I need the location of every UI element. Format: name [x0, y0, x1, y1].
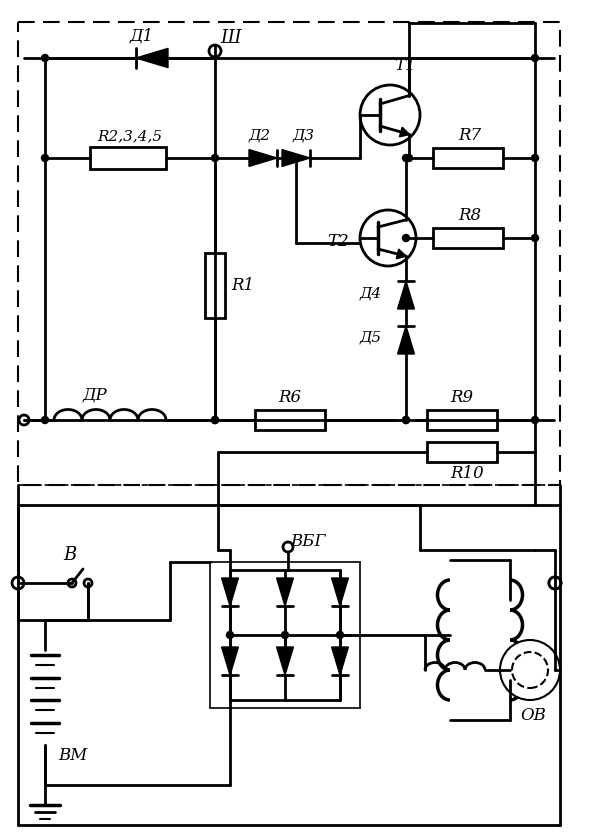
Bar	[427, 410, 497, 430]
Polygon shape	[331, 647, 349, 675]
Bar	[255, 410, 325, 430]
Circle shape	[42, 417, 49, 423]
Polygon shape	[249, 149, 277, 166]
Circle shape	[403, 417, 409, 423]
Polygon shape	[222, 647, 238, 675]
Text: R1: R1	[232, 276, 255, 293]
Circle shape	[532, 54, 539, 62]
Text: Д5: Д5	[360, 331, 382, 345]
Bar	[90, 147, 166, 169]
Bar	[427, 442, 497, 462]
Bar	[433, 148, 503, 168]
Circle shape	[500, 640, 560, 700]
Circle shape	[68, 579, 76, 587]
Circle shape	[532, 235, 539, 241]
Text: ВБГ: ВБГ	[290, 534, 326, 550]
Text: Д3: Д3	[293, 129, 315, 143]
Bar	[433, 228, 503, 248]
Text: R2,3,4,5: R2,3,4,5	[97, 129, 163, 143]
Circle shape	[283, 542, 293, 552]
Circle shape	[532, 417, 539, 423]
Text: Д2: Д2	[249, 129, 271, 143]
Polygon shape	[397, 281, 415, 309]
Text: ВМ: ВМ	[58, 746, 88, 763]
Polygon shape	[400, 127, 409, 137]
Text: R7: R7	[459, 128, 482, 144]
Circle shape	[209, 45, 221, 57]
Circle shape	[19, 415, 29, 425]
Bar	[205, 252, 225, 317]
Polygon shape	[396, 249, 406, 259]
Polygon shape	[222, 578, 238, 606]
Polygon shape	[397, 326, 415, 354]
Circle shape	[42, 54, 49, 62]
Circle shape	[512, 652, 548, 688]
Circle shape	[42, 154, 49, 161]
Circle shape	[12, 577, 24, 589]
Text: В: В	[64, 546, 77, 564]
Text: ОВ: ОВ	[520, 706, 546, 723]
Circle shape	[211, 154, 219, 161]
Circle shape	[282, 631, 289, 639]
Text: ДР: ДР	[83, 387, 108, 403]
Polygon shape	[282, 149, 310, 166]
Circle shape	[403, 154, 409, 161]
Text: Ш: Ш	[221, 29, 241, 47]
Circle shape	[406, 154, 412, 161]
Circle shape	[211, 417, 219, 423]
Polygon shape	[277, 647, 293, 675]
Circle shape	[226, 631, 233, 639]
Polygon shape	[277, 578, 293, 606]
Text: R8: R8	[459, 208, 482, 225]
Text: R10: R10	[450, 465, 484, 483]
Circle shape	[336, 631, 343, 639]
Text: Д4: Д4	[360, 286, 382, 300]
Circle shape	[403, 417, 409, 423]
Circle shape	[360, 210, 416, 266]
Circle shape	[549, 577, 561, 589]
Text: R6: R6	[279, 389, 302, 407]
Text: Т1: Т1	[394, 57, 416, 73]
Polygon shape	[136, 48, 168, 68]
Circle shape	[360, 85, 420, 145]
Text: R9: R9	[450, 389, 473, 407]
Circle shape	[211, 417, 219, 423]
Circle shape	[532, 154, 539, 161]
Circle shape	[403, 235, 409, 241]
Text: Т2: Т2	[327, 232, 349, 250]
Text: Д1: Д1	[130, 28, 154, 44]
Circle shape	[84, 579, 92, 587]
Polygon shape	[331, 578, 349, 606]
Circle shape	[549, 577, 561, 589]
